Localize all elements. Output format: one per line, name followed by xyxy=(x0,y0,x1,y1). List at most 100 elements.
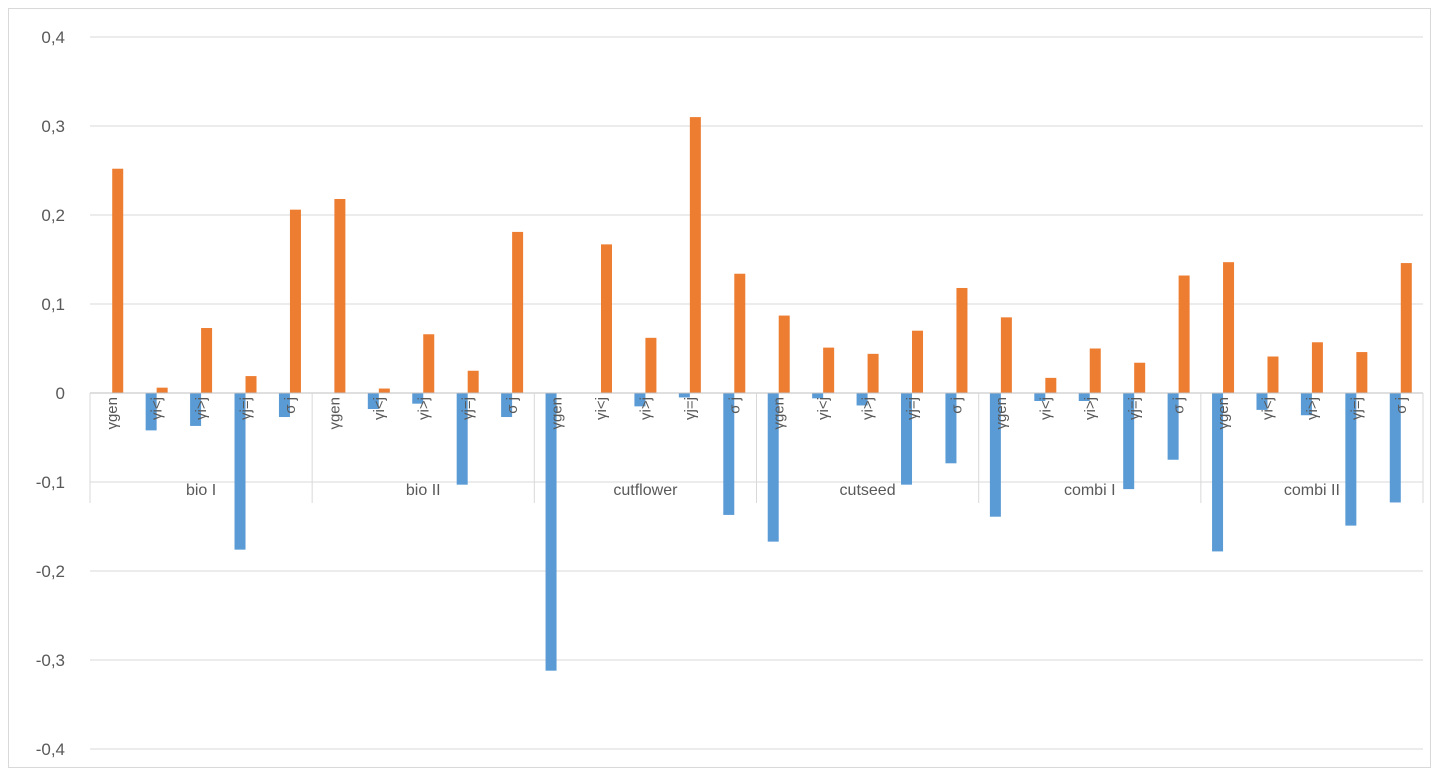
bar xyxy=(1256,393,1268,410)
bar xyxy=(1000,317,1012,393)
bar xyxy=(1167,393,1179,460)
x-subcategory-label: γgen xyxy=(1215,397,1232,430)
x-subcategory-label: γgen xyxy=(549,397,566,430)
x-subcategory-label: σ j xyxy=(1171,397,1188,414)
bars xyxy=(112,117,1412,671)
x-subcategory-label: γj=j xyxy=(682,397,699,420)
bar xyxy=(767,393,779,542)
bar xyxy=(512,231,524,393)
x-subcategory-label: σ j xyxy=(282,397,299,414)
x-subcategory-label: γi<j xyxy=(371,397,388,420)
bar xyxy=(1212,393,1224,552)
bar xyxy=(1389,393,1401,503)
bar xyxy=(145,393,157,431)
bar xyxy=(278,393,290,418)
x-subcategory-label: γj=j xyxy=(460,397,477,420)
y-tick-label: 0,1 xyxy=(41,295,65,314)
x-group-label: combi I xyxy=(1064,482,1116,499)
bar xyxy=(956,287,968,393)
bar xyxy=(856,393,868,406)
bar xyxy=(1045,377,1057,393)
bar xyxy=(156,387,168,393)
bar xyxy=(1078,393,1090,402)
bar xyxy=(201,328,213,393)
x-subcategory-label: γi>j xyxy=(860,397,877,420)
chart-area xyxy=(8,8,1431,768)
x-subcategory-label: γgen xyxy=(993,397,1010,430)
x-axis-labels: γgen γi<j γi>j γj=j σ j bio I γgen γi<j γi>j γj=j… xyxy=(104,397,1410,499)
bar xyxy=(190,393,202,426)
y-tick-label: -0,4 xyxy=(36,740,65,759)
bar xyxy=(1223,262,1235,393)
y-tick-label: 0,4 xyxy=(41,28,65,47)
x-subcategory-label: γi<j xyxy=(815,397,832,420)
y-tick-label: -0,2 xyxy=(36,562,65,581)
bar xyxy=(600,244,612,393)
y-tick-label: -0,3 xyxy=(36,651,65,670)
bar xyxy=(245,376,257,393)
x-subcategory-label: γi>j xyxy=(1304,397,1321,420)
bar xyxy=(467,370,479,393)
bar xyxy=(1356,352,1368,393)
y-axis-tick-labels: 0,4 0,3 0,2 0,1 0 -0,1 -0,2 -0,3 -0,4 xyxy=(36,28,65,759)
bar xyxy=(501,393,513,418)
bar xyxy=(334,198,346,393)
x-subcategory-label: γi>j xyxy=(415,397,432,420)
y-tick-label: 0,2 xyxy=(41,206,65,225)
x-subcategory-label: γj=j xyxy=(1126,397,1143,420)
x-subcategory-label: σ j xyxy=(726,397,743,414)
bar xyxy=(1311,342,1323,393)
bar xyxy=(1267,356,1279,393)
bar xyxy=(645,337,657,393)
bar xyxy=(423,334,435,393)
x-subcategory-label: γi>j xyxy=(1082,397,1099,420)
bar xyxy=(823,347,835,393)
bar xyxy=(545,393,557,671)
x-subcategory-label: γj=j xyxy=(1348,397,1365,420)
x-group-label: cutflower xyxy=(613,482,678,499)
bar xyxy=(867,353,879,393)
x-subcategory-label: γj=j xyxy=(904,397,921,420)
x-group-label: bio II xyxy=(406,482,441,499)
bar xyxy=(1178,275,1190,393)
bar xyxy=(1034,393,1046,402)
x-subcategory-label: γi<j xyxy=(1259,397,1276,420)
bar xyxy=(945,393,957,464)
x-subcategory-label: γgen xyxy=(104,397,121,430)
bar xyxy=(678,393,690,398)
x-subcategory-label: γj=j xyxy=(238,397,255,420)
y-tick-label: 0,3 xyxy=(41,117,65,136)
bar xyxy=(412,393,424,404)
y-tick-label: 0 xyxy=(56,384,65,403)
bar xyxy=(1123,393,1135,490)
bar xyxy=(634,393,646,407)
x-subcategory-label: σ j xyxy=(1393,397,1410,414)
bar xyxy=(689,117,701,393)
x-subcategory-label: γi>j xyxy=(637,397,654,420)
bar xyxy=(1300,393,1312,416)
y-tick-label: -0,1 xyxy=(36,473,65,492)
bar xyxy=(723,393,735,515)
x-group-label: bio I xyxy=(186,482,216,499)
x-subcategory-label: σ j xyxy=(504,397,521,414)
bar xyxy=(378,388,390,393)
bar xyxy=(778,315,790,393)
bar xyxy=(234,393,246,550)
x-subcategory-label: γi<j xyxy=(1037,397,1054,420)
x-group-label: combi II xyxy=(1284,482,1340,499)
bar xyxy=(901,393,913,485)
bar xyxy=(112,168,124,393)
x-axis xyxy=(89,392,1424,503)
x-subcategory-label: σ j xyxy=(948,397,965,414)
x-subcategory-label: γi<j xyxy=(149,397,166,420)
bar xyxy=(912,330,924,393)
bar xyxy=(367,393,379,410)
x-subcategory-label: γgen xyxy=(771,397,788,430)
bar xyxy=(812,393,824,399)
bar xyxy=(289,209,301,393)
x-subcategory-label: γi>j xyxy=(193,397,210,420)
bar xyxy=(734,273,746,393)
bar xyxy=(456,393,468,485)
bar xyxy=(1400,263,1412,393)
